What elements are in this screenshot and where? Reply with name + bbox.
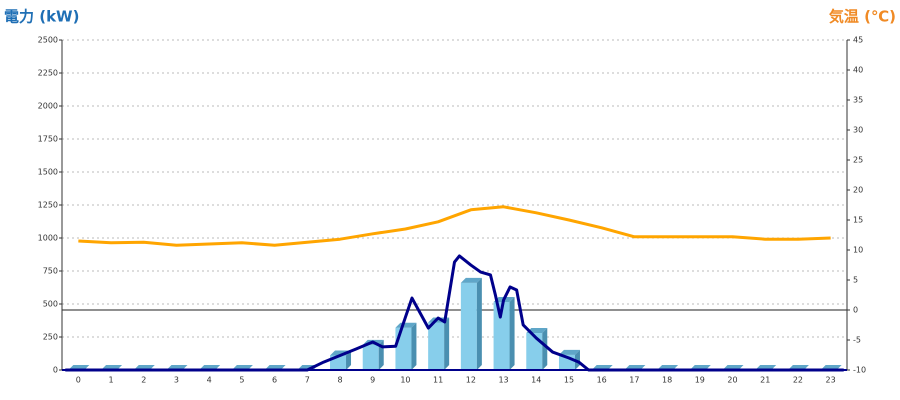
bar	[460, 282, 477, 370]
bar-side	[476, 277, 482, 370]
y2-tick-label: 40	[853, 66, 863, 75]
bar	[395, 327, 412, 370]
bar	[493, 302, 510, 370]
bar-side	[509, 297, 515, 370]
x-tick-label: 17	[629, 376, 639, 385]
x-tick-label: 8	[337, 376, 342, 385]
x-tick-label: 9	[370, 376, 375, 385]
x-tick-label: 12	[466, 376, 476, 385]
bar	[526, 333, 543, 370]
x-tick-label: 22	[793, 376, 803, 385]
x-tick-label: 2	[141, 376, 146, 385]
bar-side	[411, 322, 417, 370]
y2-tick-label: 15	[853, 216, 863, 225]
line	[65, 254, 844, 372]
line	[78, 205, 831, 247]
y2-tick-label: 0	[853, 306, 858, 315]
x-tick-label: 5	[239, 376, 244, 385]
x-tick-label: 15	[564, 376, 574, 385]
bar	[428, 322, 445, 370]
y-tick-label: 2250	[38, 69, 58, 78]
y-tick-label: 750	[43, 267, 58, 276]
y-tick-label: 2500	[38, 36, 58, 45]
y-tick-label: 500	[43, 300, 58, 309]
x-tick-label: 16	[597, 376, 607, 385]
y2-tick-label: 25	[853, 156, 863, 165]
bar-top	[460, 277, 482, 283]
bar-top	[558, 349, 580, 355]
bar-side	[542, 328, 548, 370]
y2-tick-label: 10	[853, 246, 863, 255]
y2-tick-label: -5	[853, 336, 861, 345]
y2-title: 気温 (℃)	[829, 8, 896, 26]
x-tick-label: 11	[433, 376, 443, 385]
bar	[362, 344, 379, 370]
y-tick-label: 1250	[38, 201, 58, 210]
y-tick-label: 1000	[38, 234, 58, 243]
x-tick-label: 0	[76, 376, 81, 385]
y2-tick-label: 5	[853, 276, 858, 285]
y2-tick-label: 20	[853, 186, 863, 195]
y2-tick-label: 35	[853, 96, 863, 105]
x-tick-label: 21	[760, 376, 770, 385]
x-tick-label: 6	[272, 376, 277, 385]
bar-side	[444, 317, 450, 370]
x-tick-label: 14	[531, 376, 541, 385]
x-tick-label: 1	[109, 376, 114, 385]
y-tick-label: 2000	[38, 102, 58, 111]
x-tick-label: 19	[695, 376, 705, 385]
y-tick-label: 1750	[38, 135, 58, 144]
y2-tick-label: -10	[853, 366, 866, 375]
x-tick-label: 4	[207, 376, 212, 385]
bar-top	[395, 322, 417, 328]
x-tick-label: 13	[498, 376, 508, 385]
x-tick-label: 18	[662, 376, 672, 385]
chart-title: 電力 (kW)	[4, 8, 79, 26]
x-tick-label: 23	[826, 376, 836, 385]
y2-tick-label: 30	[853, 126, 863, 135]
y2-tick-label: 45	[853, 36, 863, 45]
x-tick-label: 3	[174, 376, 179, 385]
x-tick-label: 7	[305, 376, 310, 385]
y-tick-label: 0	[53, 366, 58, 375]
x-tick-label: 10	[400, 376, 410, 385]
y-tick-label: 250	[43, 333, 58, 342]
y-tick-label: 1500	[38, 168, 58, 177]
x-tick-label: 20	[727, 376, 737, 385]
bar-side	[346, 350, 352, 370]
